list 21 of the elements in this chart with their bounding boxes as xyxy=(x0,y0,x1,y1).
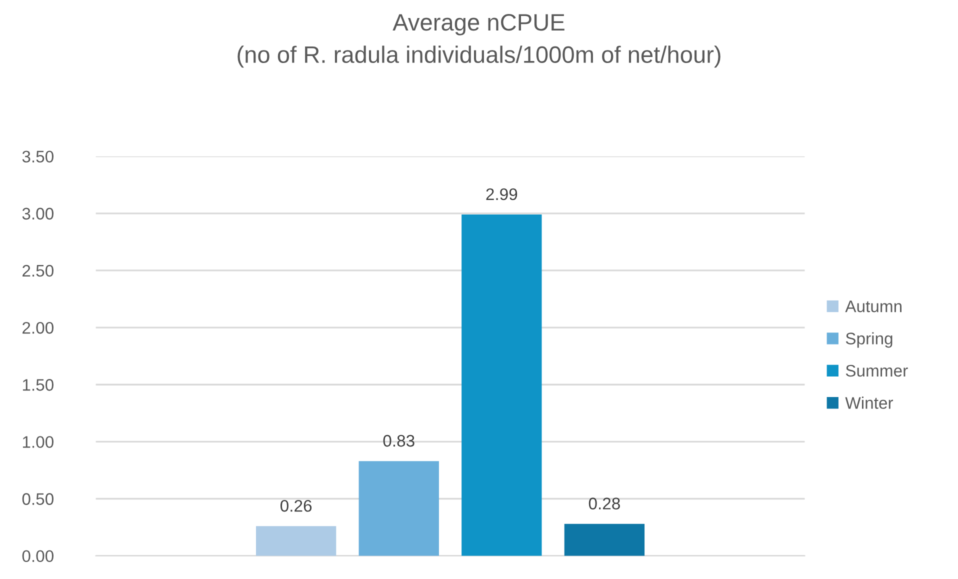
y-tick-label: 2.50 xyxy=(22,264,54,277)
legend-label: Spring xyxy=(846,332,892,348)
bar xyxy=(564,524,645,556)
legend-label: Winter xyxy=(845,396,894,409)
bar xyxy=(256,526,336,556)
y-tick-label: 3.50 xyxy=(22,150,54,163)
bar xyxy=(462,214,542,556)
bar xyxy=(358,461,439,556)
y-tick-label: 1.50 xyxy=(22,379,54,391)
y-tick-label: 0.00 xyxy=(22,550,54,562)
data-label: 2.99 xyxy=(486,188,518,200)
legend-label: Summer xyxy=(846,364,908,377)
y-tick-label: 1.00 xyxy=(22,436,54,448)
y-tick-label: 0.50 xyxy=(22,493,54,505)
data-label: 0.28 xyxy=(588,498,620,510)
data-label: 0.83 xyxy=(383,434,414,447)
data-label: 0.26 xyxy=(280,500,312,512)
chart-title: Average nCPUE (no of R. radula individuals/1000m of net/hour) xyxy=(238,14,720,68)
y-tick-label: 3.00 xyxy=(22,208,54,220)
y-tick-label: 2.00 xyxy=(22,322,54,334)
legend-label: Autumn xyxy=(845,300,902,312)
